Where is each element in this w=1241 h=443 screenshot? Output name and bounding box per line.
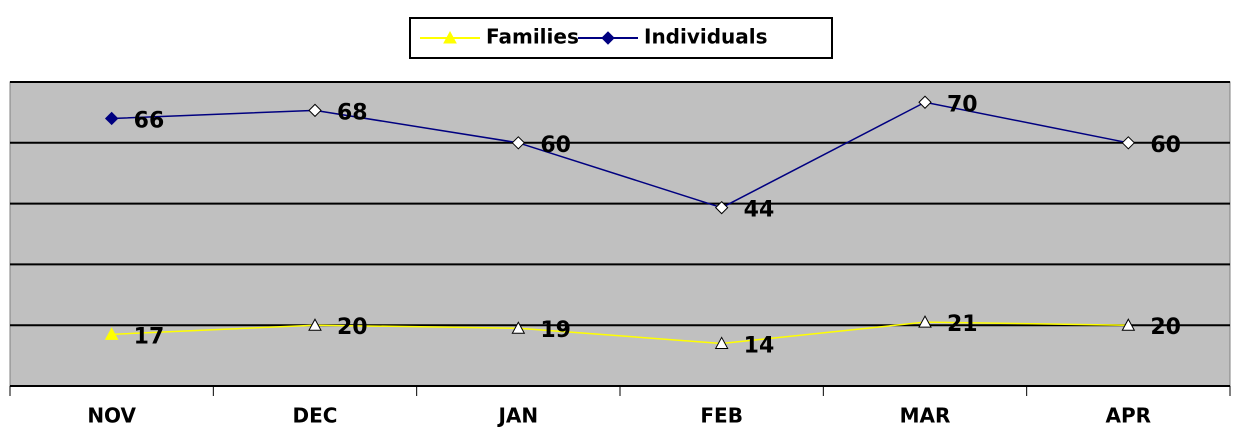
x-tick-label: NOV: [87, 404, 136, 428]
marker: [308, 318, 322, 331]
data-label: 70: [947, 92, 978, 117]
marker: [1121, 318, 1136, 331]
data-label: 20: [1150, 315, 1181, 340]
marker: [443, 30, 457, 44]
data-label: 60: [540, 133, 571, 158]
x-tick-label: DEC: [293, 404, 338, 428]
data-label: 60: [1150, 133, 1181, 158]
series-line: [111, 101, 1129, 209]
marker: [918, 315, 932, 328]
x-tick-label: MAR: [900, 404, 951, 428]
marker: [104, 111, 119, 126]
series-line: [111, 321, 1129, 345]
marker: [714, 336, 729, 349]
data-label: 20: [337, 315, 368, 340]
data-label: 19: [540, 318, 571, 343]
data-label: 66: [134, 108, 165, 133]
data-label: 14: [744, 333, 775, 358]
data-label: 17: [134, 324, 165, 349]
marker: [511, 136, 526, 150]
data-label: 21: [947, 312, 978, 337]
data-label: 44: [744, 198, 775, 223]
marker: [714, 200, 729, 215]
marker: [918, 95, 932, 109]
marker: [308, 103, 322, 118]
plot-area: [9, 81, 1231, 387]
data-label: 68: [337, 100, 368, 125]
x-tick-label: FEB: [700, 404, 743, 428]
marker: [601, 31, 615, 45]
legend-label: Individuals: [644, 25, 768, 49]
x-tick-label: JAN: [496, 404, 538, 428]
marker: [1121, 136, 1136, 150]
legend-label: Families: [486, 25, 579, 49]
marker: [511, 321, 526, 334]
x-tick-label: APR: [1106, 404, 1152, 428]
marker: [104, 327, 119, 340]
